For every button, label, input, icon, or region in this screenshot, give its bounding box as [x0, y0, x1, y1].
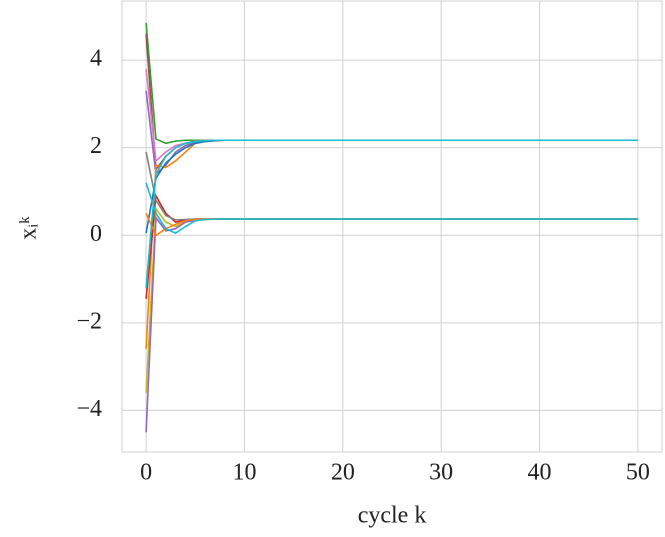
- x-tick-label: 0: [140, 460, 152, 486]
- series-line: [145, 33, 638, 172]
- series-line: [145, 182, 638, 234]
- y-tick-label: −2: [76, 308, 102, 334]
- x-tick-label: 50: [626, 460, 650, 486]
- x-tick-label: 20: [331, 460, 355, 486]
- series-line: [145, 90, 638, 176]
- y-tick-label: 0: [90, 221, 102, 247]
- y-tick-label: −4: [76, 396, 102, 422]
- series-line: [145, 139, 638, 350]
- series-line: [145, 151, 638, 221]
- series-line: [145, 193, 638, 299]
- x-tick-label: 30: [429, 460, 453, 486]
- series-line: [145, 215, 638, 433]
- y-axis-label: xᵢᵏ: [16, 216, 42, 240]
- y-tick-label: 4: [90, 46, 102, 72]
- x-tick-label: 40: [528, 460, 552, 486]
- series-line: [145, 68, 638, 163]
- x-axis-label: cycle k: [358, 503, 427, 529]
- series-line: [145, 22, 638, 145]
- series-line: [145, 206, 638, 393]
- series-line: [145, 213, 638, 237]
- x-tick-label: 10: [232, 460, 256, 486]
- series-line: [145, 139, 638, 288]
- plot-frame: [121, 0, 663, 453]
- y-tick-label: 2: [90, 133, 102, 159]
